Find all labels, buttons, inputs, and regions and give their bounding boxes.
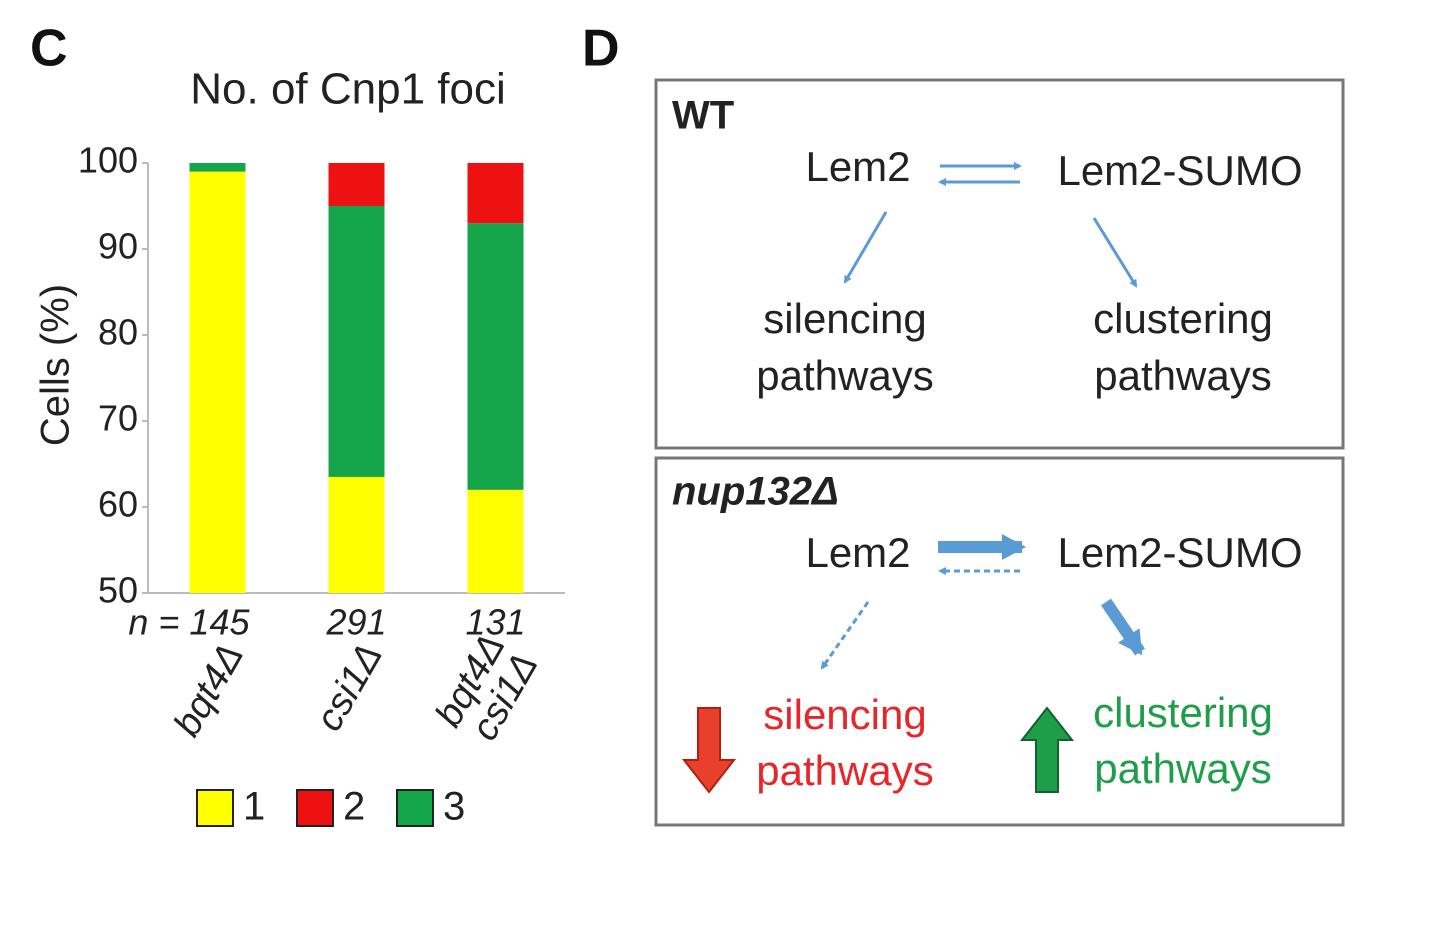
y-tick-label: 90 (98, 226, 138, 267)
arrow (1092, 217, 1138, 288)
arrow (1101, 598, 1145, 656)
up-arrow (1019, 706, 1075, 793)
y-tick-label: 80 (98, 312, 138, 353)
n-label: 291 (325, 602, 386, 643)
node: silencing (763, 295, 926, 342)
n-label: n = 145 (128, 602, 250, 643)
node: clustering (1093, 295, 1273, 342)
bar-segment (328, 476, 385, 593)
legend-swatch (296, 789, 334, 827)
x-tick-label: bqt4Δ (166, 637, 252, 744)
y-tick-label: 70 (98, 398, 138, 439)
legend-swatch (396, 789, 434, 827)
bar-segment (189, 171, 246, 593)
legend-label: 3 (443, 785, 465, 829)
node: Lem2 (805, 529, 910, 576)
node: Lem2-SUMO (1057, 529, 1302, 576)
y-tick-label: 60 (98, 484, 138, 525)
arrow (820, 601, 870, 670)
arrow (843, 211, 888, 284)
node: silencing (763, 691, 926, 738)
bar-segment (467, 489, 524, 593)
bar-segment (328, 206, 385, 477)
node: clustering (1093, 689, 1273, 736)
bar-segment (328, 163, 385, 206)
node: Lem2 (805, 143, 910, 190)
node: pathways (1094, 745, 1271, 792)
x-tick-label: bqt4Δ csi1Δ (425, 627, 546, 757)
node: Lem2-SUMO (1057, 147, 1302, 194)
box (654, 78, 1345, 450)
node: pathways (756, 747, 933, 794)
legend-label: 1 (243, 785, 265, 829)
node: pathways (756, 352, 933, 399)
box-title: WT (672, 94, 734, 138)
legend-swatch (196, 789, 234, 827)
bar-segment (467, 163, 524, 224)
x-tick-label: csi1Δ (308, 637, 391, 739)
y-tick-label: 50 (98, 570, 138, 611)
bar-segment (467, 223, 524, 490)
down-arrow (681, 707, 737, 794)
box-title: nup132Δ (672, 470, 839, 514)
y-tick-label: 100 (78, 140, 138, 181)
y-axis-label: Cells (%) (34, 284, 78, 446)
n-label: 131 (465, 602, 525, 643)
legend-label: 2 (343, 785, 365, 829)
bar-segment (189, 163, 246, 172)
panel-label: D (582, 20, 620, 78)
box (654, 456, 1345, 827)
panel-label: C (30, 20, 68, 78)
chart-title: No. of Cnp1 foci (190, 65, 506, 114)
node: pathways (1094, 352, 1271, 399)
